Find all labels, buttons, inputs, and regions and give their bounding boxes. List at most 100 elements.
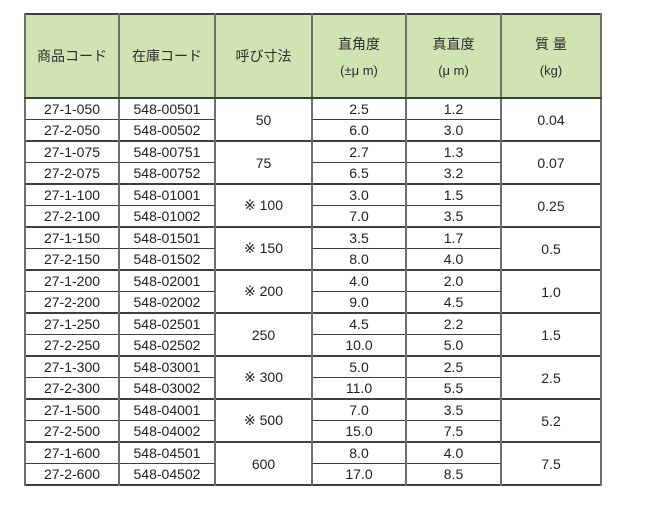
straightness-cell: 4.5 bbox=[405, 291, 502, 314]
stock-code-cell: 548-01501 bbox=[118, 226, 216, 249]
nominal-size-cell: 50 bbox=[214, 97, 313, 142]
product-code-cell: 27-2-075 bbox=[24, 162, 120, 185]
table-row: 27-1-500 548-04001 ※ 500 7.0 3.5 5.2 bbox=[24, 398, 602, 443]
straightness-cell: 1.3 bbox=[405, 140, 502, 163]
stock-code-cell: 548-04002 bbox=[118, 420, 216, 443]
stock-code-cell: 548-02502 bbox=[118, 334, 216, 357]
straightness-cell: 1.2 bbox=[405, 97, 502, 120]
header-label: 直角度 bbox=[338, 36, 380, 52]
header-unit-label: (±μ m) bbox=[340, 63, 378, 78]
header-row: 商品コード 在庫コード 呼び寸法 直角度 (±μ m) 真直度 (μ m) 質 bbox=[24, 14, 602, 99]
straightness-cell: 2.0 bbox=[405, 269, 502, 292]
stock-code-cell: 548-03001 bbox=[118, 355, 216, 378]
straightness-cell: 3.5 bbox=[405, 205, 502, 228]
stock-code-cell: 548-01502 bbox=[118, 248, 216, 271]
table-row: 27-1-150 548-01501 ※ 150 3.5 1.7 0.5 bbox=[24, 226, 602, 271]
stock-code-cell: 548-00502 bbox=[118, 119, 216, 142]
squareness-cell: 15.0 bbox=[311, 420, 407, 443]
product-code-cell: 27-1-100 bbox=[24, 183, 120, 206]
header-unit-label: (μ m) bbox=[438, 63, 469, 78]
product-code-cell: 27-2-300 bbox=[24, 377, 120, 400]
squareness-cell: 10.0 bbox=[311, 334, 407, 357]
mass-cell: 0.5 bbox=[500, 226, 602, 271]
stock-code-cell: 548-04001 bbox=[118, 398, 216, 421]
product-code-cell: 27-1-050 bbox=[24, 97, 120, 120]
squareness-cell: 17.0 bbox=[311, 463, 407, 486]
product-code-cell: 27-2-250 bbox=[24, 334, 120, 357]
squareness-cell: 11.0 bbox=[311, 377, 407, 400]
squareness-cell: 7.0 bbox=[311, 398, 407, 421]
header-label: 在庫コード bbox=[132, 48, 202, 64]
straightness-cell: 4.0 bbox=[405, 441, 502, 464]
product-code-cell: 27-2-600 bbox=[24, 463, 120, 486]
header-unit-label: (kg) bbox=[539, 63, 563, 78]
straightness-cell: 4.0 bbox=[405, 248, 502, 271]
squareness-cell: 8.0 bbox=[311, 441, 407, 464]
straightness-cell: 8.5 bbox=[405, 463, 502, 486]
product-code-cell: 27-1-075 bbox=[24, 140, 120, 163]
table-row: 27-2-050 548-00502 6.0 3.0 bbox=[24, 119, 601, 142]
header-label: 呼び寸法 bbox=[235, 48, 292, 64]
col-header-squareness: 直角度 (±μ m) bbox=[311, 14, 407, 99]
squareness-cell: 5.0 bbox=[311, 355, 407, 378]
table-row: 27-1-300 548-03001 ※ 300 5.0 2.5 2.5 bbox=[24, 355, 602, 400]
squareness-cell: 4.5 bbox=[311, 312, 407, 335]
squareness-cell: 2.5 bbox=[311, 97, 407, 120]
mass-cell: 0.07 bbox=[500, 140, 602, 185]
stock-code-cell: 548-00752 bbox=[118, 162, 216, 185]
straightness-cell: 3.2 bbox=[405, 162, 502, 185]
table-row: 27-2-200 548-02002 9.0 4.5 bbox=[24, 291, 601, 314]
product-code-cell: 27-2-100 bbox=[24, 205, 120, 228]
product-code-cell: 27-1-600 bbox=[24, 441, 120, 464]
col-header-product-code: 商品コード bbox=[24, 14, 120, 99]
table-row: 27-1-100 548-01001 ※ 100 3.0 1.5 0.25 bbox=[24, 183, 602, 228]
header-label: 商品コード bbox=[37, 48, 107, 64]
nominal-size-cell: 600 bbox=[214, 441, 313, 486]
header-label: 質 量 bbox=[535, 36, 567, 52]
nominal-size-cell: ※ 150 bbox=[214, 226, 313, 271]
stock-code-cell: 548-04502 bbox=[118, 463, 216, 486]
mass-cell: 2.5 bbox=[500, 355, 602, 400]
product-code-cell: 27-2-200 bbox=[24, 291, 120, 314]
product-code-cell: 27-2-500 bbox=[24, 420, 120, 443]
mass-cell: 0.04 bbox=[500, 97, 602, 142]
table-row: 27-1-250 548-02501 250 4.5 2.2 1.5 bbox=[24, 312, 602, 357]
product-code-cell: 27-1-250 bbox=[24, 312, 120, 335]
nominal-size-cell: ※ 100 bbox=[214, 183, 313, 228]
stock-code-cell: 548-03002 bbox=[118, 377, 216, 400]
straightness-cell: 7.5 bbox=[405, 420, 502, 443]
mass-cell: 5.2 bbox=[500, 398, 602, 443]
product-code-cell: 27-1-150 bbox=[24, 226, 120, 249]
col-header-nominal-size: 呼び寸法 bbox=[214, 14, 313, 99]
squareness-cell: 7.0 bbox=[311, 205, 407, 228]
stock-code-cell: 548-02001 bbox=[118, 269, 216, 292]
straightness-cell: 3.5 bbox=[405, 398, 502, 421]
stock-code-cell: 548-02002 bbox=[118, 291, 216, 314]
squareness-cell: 9.0 bbox=[311, 291, 407, 314]
squareness-cell: 6.5 bbox=[311, 162, 407, 185]
table-row: 27-2-500 548-04002 15.0 7.5 bbox=[24, 420, 601, 443]
col-header-straightness: 真直度 (μ m) bbox=[405, 14, 502, 99]
table-row: 27-2-600 548-04502 17.0 8.5 bbox=[24, 463, 601, 486]
straightness-cell: 3.0 bbox=[405, 119, 502, 142]
straightness-cell: 1.5 bbox=[405, 183, 502, 206]
nominal-size-cell: ※ 500 bbox=[214, 398, 313, 443]
stock-code-cell: 548-00501 bbox=[118, 97, 216, 120]
product-code-cell: 27-2-050 bbox=[24, 119, 120, 142]
stock-code-cell: 548-01001 bbox=[118, 183, 216, 206]
product-code-cell: 27-1-500 bbox=[24, 398, 120, 421]
table-row: 27-1-050 548-00501 50 2.5 1.2 0.04 bbox=[24, 97, 602, 142]
mass-cell: 0.25 bbox=[500, 183, 602, 228]
table-row: 27-2-100 548-01002 7.0 3.5 bbox=[24, 205, 601, 228]
squareness-cell: 4.0 bbox=[311, 269, 407, 292]
squareness-cell: 8.0 bbox=[311, 248, 407, 271]
mass-cell: 7.5 bbox=[500, 441, 602, 486]
stock-code-cell: 548-02501 bbox=[118, 312, 216, 335]
nominal-size-cell: ※ 200 bbox=[214, 269, 313, 314]
squareness-cell: 2.7 bbox=[311, 140, 407, 163]
straightness-cell: 1.7 bbox=[405, 226, 502, 249]
product-code-cell: 27-1-300 bbox=[24, 355, 120, 378]
straightness-cell: 5.0 bbox=[405, 334, 502, 357]
nominal-size-cell: 250 bbox=[214, 312, 313, 357]
table-row: 27-2-300 548-03002 11.0 5.5 bbox=[24, 377, 601, 400]
